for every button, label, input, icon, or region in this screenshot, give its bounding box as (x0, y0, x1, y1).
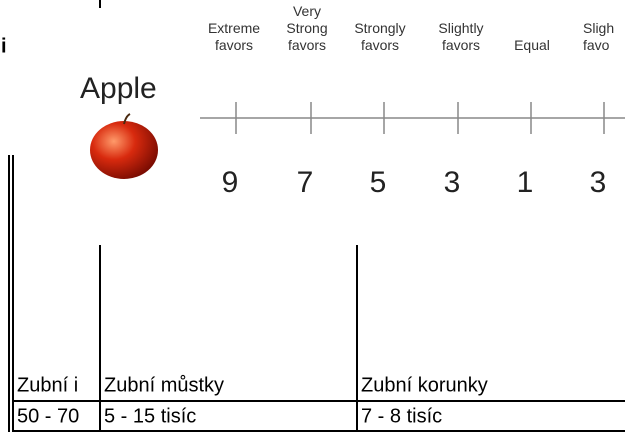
scale-number: 3 (590, 166, 607, 199)
scale-label: Extreme (208, 20, 260, 36)
table-cell: Zubní můstky (104, 374, 224, 396)
scale-label: favors (361, 37, 399, 53)
apple-stem (123, 113, 131, 125)
scale-number: 9 (222, 166, 239, 199)
scale-label: favors (215, 37, 253, 53)
scale-number: 1 (517, 166, 534, 199)
scale-number: 5 (370, 166, 387, 199)
table-cell: 50 - 70 (17, 405, 79, 427)
scale-label: Very (293, 3, 321, 19)
scale-label: Sligh (583, 20, 614, 36)
image-title: Apple (80, 72, 157, 105)
scale-label: favo (583, 37, 610, 53)
table-lines (8, 0, 625, 432)
scale-label: favors (288, 37, 326, 53)
table: Zubní i Zubní můstky Zubní korunky 50 - 70 5… (17, 374, 488, 427)
table-cell: Zubní i (17, 374, 78, 396)
scale: 9 7 5 3 1 3ExtremefavorsVeryStrongfavorsStron… (208, 3, 614, 199)
table-cell: 7 - 8 tisíc (361, 405, 442, 427)
scale-label: Strong (286, 20, 327, 36)
apple-icon (90, 113, 158, 179)
scale-label: Strongly (354, 20, 405, 36)
scale-number: 7 (297, 166, 314, 199)
apple-body (90, 121, 158, 179)
scale-label: favors (442, 37, 480, 53)
scale-number: 3 (444, 166, 461, 199)
table-cell: 5 - 15 tisíc (104, 405, 196, 427)
scale-label: Equal (514, 37, 550, 53)
scale-label: Slightly (438, 20, 483, 36)
background-text: i (1, 35, 7, 57)
table-cell: Zubní korunky (361, 374, 488, 396)
